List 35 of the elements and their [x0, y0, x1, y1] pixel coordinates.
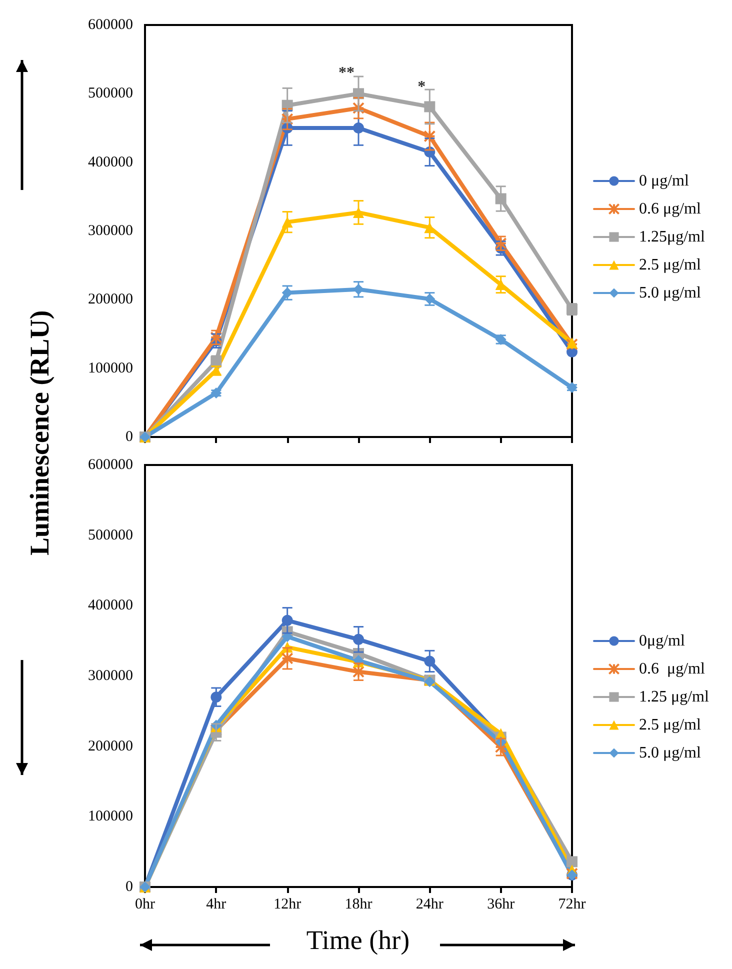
y-tick-label: 0	[126, 429, 133, 445]
legend-label: 2.5 μg/ml	[639, 716, 702, 734]
y-tick-label: 300000	[88, 668, 133, 684]
x-tick-label: 72hr	[558, 896, 586, 912]
legend-label: 1.25μg/ml	[639, 228, 706, 246]
y-tick-label: 600000	[88, 17, 133, 33]
annotation: **	[338, 64, 354, 82]
x-axis-title: Time (hr)	[305, 925, 411, 956]
legend-label: 0.6 μg/ml	[639, 200, 702, 218]
y-tick-label: 500000	[88, 86, 133, 102]
y-tick-label: 500000	[88, 527, 133, 544]
y-tick-label: 100000	[88, 808, 133, 825]
x-tick-label: 0hr	[135, 896, 155, 912]
y-axis-title: Luminescence (RLU)	[24, 310, 56, 556]
y-tick-label: 0	[126, 879, 133, 895]
y-tick-label: 400000	[88, 598, 133, 614]
y-tick-label: 400000	[88, 154, 133, 170]
x-tick-label: 18hr	[344, 896, 372, 912]
y-tick-label: 300000	[88, 223, 133, 239]
annotation: *	[418, 78, 426, 96]
legend-label: 0 μg/ml	[639, 172, 690, 190]
y-tick-label: 200000	[88, 738, 133, 754]
y-tick-label: 200000	[88, 292, 133, 308]
x-tick-label: 36hr	[487, 896, 515, 912]
legend-label: 5.0 μg/ml	[639, 744, 702, 762]
x-tick-label: 12hr	[274, 896, 302, 912]
y-tick-label: 100000	[88, 360, 133, 376]
legend-label: 5.0 μg/ml	[639, 284, 702, 302]
legend-label: 0.6 μg/ml	[639, 660, 706, 678]
x-tick-label: 4hr	[206, 896, 226, 912]
x-tick-label: 24hr	[416, 896, 444, 912]
legend-label: 2.5 μg/ml	[639, 256, 702, 274]
legend-label: 0μg/ml	[639, 632, 686, 650]
y-tick-label: 600000	[88, 457, 133, 473]
legend-label: 1.25 μg/ml	[639, 688, 710, 706]
